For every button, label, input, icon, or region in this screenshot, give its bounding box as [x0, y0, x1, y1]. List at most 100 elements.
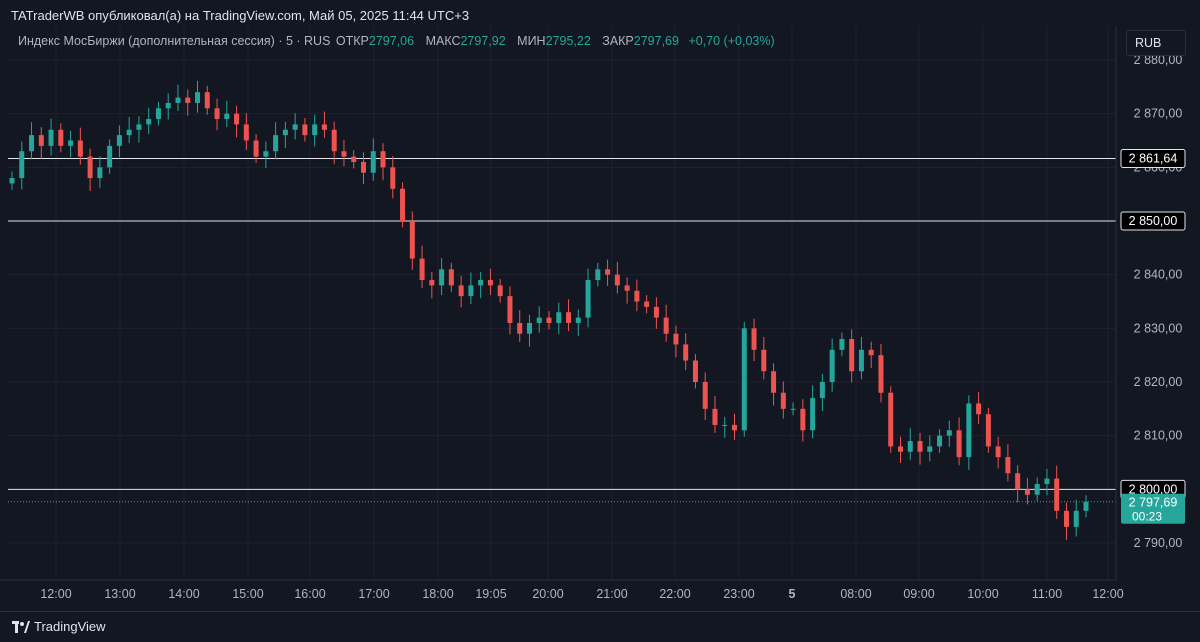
candle-body	[429, 280, 435, 286]
chart-area[interactable]: 2 880,002 870,002 860,002 850,002 840,00…	[0, 26, 1200, 611]
candle-body	[692, 360, 698, 382]
candle-body	[360, 161, 366, 173]
candle-body	[878, 355, 884, 393]
candle-body	[292, 124, 298, 130]
price-tick-label: 2 880,00	[1134, 53, 1183, 67]
bar-countdown-label: 00:23	[1132, 510, 1162, 524]
tradingview-logo-icon	[12, 621, 30, 633]
candle-body	[1063, 510, 1069, 527]
candle-body	[956, 430, 962, 458]
candle-body	[263, 151, 269, 157]
symbol-name[interactable]: Индекс МосБиржи (дополнительная сессия) …	[18, 34, 331, 48]
candle-body	[370, 151, 376, 173]
close-label: ЗАКР	[602, 34, 634, 48]
candle-body	[927, 446, 933, 452]
level-price-label: 2 861,64	[1129, 152, 1178, 166]
level-price-tag	[1120, 149, 1186, 169]
candle-body	[819, 382, 825, 399]
candle-body	[810, 398, 816, 431]
currency-button[interactable]: RUB	[1126, 30, 1186, 56]
candle-body	[38, 135, 44, 146]
last-price-label: 2 797,69	[1129, 496, 1178, 510]
candle-body	[1005, 457, 1011, 474]
candle-body	[780, 392, 786, 409]
close-value: 2797,69	[633, 34, 679, 48]
time-tick-label: 17:00	[358, 587, 389, 601]
candle-body	[195, 92, 201, 103]
candlestick-chart[interactable]: 2 880,002 870,002 860,002 850,002 840,00…	[0, 26, 1200, 611]
candle-body	[683, 344, 689, 361]
candle-body	[1083, 501, 1089, 511]
candle-body	[136, 124, 142, 130]
candle-body	[556, 312, 562, 323]
open-label: ОТКР	[335, 34, 369, 48]
level-price-tag	[1120, 211, 1186, 231]
candle-body	[1044, 478, 1050, 484]
price-tick-label: 2 810,00	[1134, 429, 1183, 443]
candle-body	[214, 108, 220, 120]
candle-body	[107, 145, 113, 168]
footer: TradingView	[0, 611, 1200, 642]
candle-body	[273, 135, 279, 152]
candle-body	[409, 221, 415, 259]
candle-body	[1015, 473, 1021, 490]
candles	[9, 80, 1089, 540]
time-tick-label: 09:00	[903, 587, 934, 601]
candle-body	[585, 280, 591, 318]
horizontal-levels	[8, 158, 1116, 503]
candle-body	[907, 441, 913, 452]
time-tick-label: 08:00	[840, 587, 871, 601]
candle-body	[29, 135, 35, 152]
candle-body	[595, 269, 601, 281]
candle-body	[497, 285, 503, 297]
candle-body	[507, 296, 513, 323]
candle-body	[155, 108, 161, 120]
time-tick-label: 15:00	[232, 587, 263, 601]
candle-body	[390, 167, 396, 189]
price-tick-label: 2 820,00	[1134, 375, 1183, 389]
candle-body	[829, 349, 835, 382]
candle-body	[741, 328, 747, 431]
time-tick-label: 11:00	[1032, 587, 1062, 601]
candle-body	[165, 102, 171, 109]
candle-body	[116, 135, 122, 146]
candle-body	[888, 392, 894, 447]
high-value: 2797,92	[460, 34, 506, 48]
ohlc-legend: Индекс МосБиржи (дополнительная сессия) …	[18, 34, 781, 48]
candle-body	[331, 129, 337, 152]
low-label: МИН	[517, 34, 546, 48]
time-tick-label: 5	[789, 587, 796, 601]
candle-body	[605, 269, 611, 275]
candle-body	[321, 124, 327, 130]
candle-body	[849, 339, 855, 372]
candle-body	[312, 124, 318, 136]
candle-body	[448, 269, 454, 286]
candle-body	[468, 285, 474, 297]
candle-body	[771, 371, 777, 393]
candle-body	[204, 92, 210, 109]
candle-body	[868, 349, 874, 356]
open-value: 2797,06	[368, 34, 415, 48]
candle-body	[1073, 510, 1079, 527]
candle-body	[419, 258, 425, 281]
candle-body	[97, 167, 103, 179]
candle-body	[458, 285, 464, 297]
candle-body	[614, 274, 620, 286]
candle-body	[1054, 478, 1060, 511]
time-tick-label: 23:00	[723, 587, 754, 601]
candle-body	[575, 317, 581, 323]
grid-lines	[8, 26, 1116, 580]
candle-body	[175, 97, 181, 103]
time-axis[interactable]: 12:00 13:00 14:00 15:00 16:00 17:00 18:00 19:05…	[40, 587, 1123, 601]
candle-body	[839, 339, 845, 350]
price-axis[interactable]: 2 880,002 870,002 860,002 850,002 840,00…	[1134, 53, 1183, 550]
candle-body	[77, 140, 83, 157]
candle-body	[702, 382, 708, 409]
candle-body	[673, 333, 679, 345]
candle-body	[536, 317, 542, 323]
candle-body	[58, 129, 64, 146]
time-tick-label: 10:00	[967, 587, 998, 601]
candle-body	[146, 119, 152, 125]
candle-body	[380, 151, 386, 168]
